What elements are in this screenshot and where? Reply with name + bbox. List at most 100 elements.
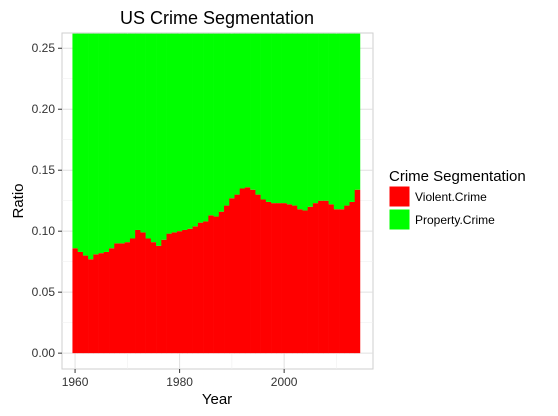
bar-segment-violent-crime: [344, 205, 350, 354]
bar-segment-violent-crime: [197, 222, 204, 354]
bar-segment-violent-crime: [213, 216, 220, 354]
bar-segment-violent-crime: [218, 211, 225, 354]
bar-segment-violent-crime: [82, 255, 89, 354]
bar-segment-property-crime: [98, 33, 105, 254]
bar-segment-violent-crime: [229, 198, 235, 354]
bar-segment-property-crime: [286, 33, 293, 205]
bar-segment-violent-crime: [176, 231, 183, 354]
bar-segment-violent-crime: [114, 243, 120, 354]
bar-segment-property-crime: [224, 33, 230, 206]
bar-segment-property-crime: [124, 33, 131, 243]
bar-segment-property-crime: [265, 33, 272, 202]
bar-segment-violent-crime: [286, 204, 293, 354]
bar-segment-violent-crime: [339, 209, 345, 354]
bar-segment-property-crime: [140, 33, 146, 233]
bar-segment-property-crime: [88, 33, 94, 260]
bar-segment-property-crime: [192, 33, 199, 227]
bar-segment-violent-crime: [234, 194, 241, 354]
bar-segment-violent-crime: [224, 205, 230, 354]
bar-segment-property-crime: [114, 33, 120, 244]
bar-segment-property-crime: [333, 33, 340, 210]
legend-title: Crime Segmentation: [389, 168, 526, 185]
bar-segment-violent-crime: [276, 203, 282, 354]
y-axis-title: Ratio: [10, 183, 27, 218]
bar-segment-property-crime: [129, 33, 136, 239]
bar-segment-violent-crime: [77, 251, 84, 354]
bar-segment-property-crime: [271, 33, 277, 204]
bar-segment-property-crime: [145, 33, 152, 239]
bar-segment-violent-crime: [192, 226, 199, 354]
bar-segment-property-crime: [323, 33, 329, 201]
bar-segment-property-crime: [244, 33, 251, 188]
bar-segment-violent-crime: [135, 229, 141, 354]
bar-segment-violent-crime: [302, 210, 308, 354]
bar-segment-property-crime: [171, 33, 178, 233]
bar-segment-violent-crime: [281, 203, 288, 354]
bar-segment-property-crime: [135, 33, 141, 230]
bar-segment-violent-crime: [208, 215, 214, 354]
bar-segment-violent-crime: [93, 254, 99, 354]
bar-segment-property-crime: [166, 33, 173, 234]
bar-segment-property-crime: [77, 33, 84, 252]
legend-label: Violent.Crime: [415, 190, 487, 204]
bar-segment-property-crime: [302, 33, 308, 211]
bar-segment-violent-crime: [244, 187, 251, 354]
bar-segment-violent-crime: [124, 242, 131, 354]
bar-segment-property-crime: [229, 33, 235, 199]
bar-segment-property-crime: [203, 33, 209, 222]
bar-segment-violent-crime: [323, 200, 329, 354]
x-tick-label: 2000: [271, 375, 298, 389]
bar-segment-violent-crime: [250, 189, 256, 354]
bar-segment-property-crime: [82, 33, 89, 256]
x-axis-title: Year: [202, 391, 232, 408]
bar-segment-violent-crime: [203, 221, 209, 354]
bar-segment-violent-crime: [297, 209, 303, 354]
bar-segment-property-crime: [239, 33, 246, 189]
bar-segment-property-crime: [328, 33, 335, 205]
bar-segment-violent-crime: [98, 253, 105, 354]
x-tick-label: 1960: [62, 375, 89, 389]
bar-segment-property-crime: [281, 33, 288, 204]
bar-segment-violent-crime: [260, 199, 267, 354]
bar-segment-violent-crime: [318, 200, 324, 354]
bar-segment-property-crime: [176, 33, 183, 232]
bar-segment-violent-crime: [354, 189, 361, 354]
bar-segment-property-crime: [109, 33, 115, 249]
x-axis: 1960 1980 2000: [62, 369, 298, 389]
bar-segment-property-crime: [161, 33, 167, 240]
y-tick-label: 0.25: [32, 41, 56, 55]
y-tick-label: 0.20: [32, 102, 56, 116]
bar-segment-property-crime: [307, 33, 314, 207]
bar-segment-violent-crime: [72, 248, 78, 354]
bar-segment-violent-crime: [333, 209, 340, 354]
bar-segment-violent-crime: [140, 232, 146, 354]
bar-segment-violent-crime: [328, 204, 335, 354]
bar-segment-property-crime: [197, 33, 204, 223]
bar-segment-property-crime: [312, 33, 319, 204]
plot-panel: [61, 32, 374, 370]
bar-segment-property-crime: [150, 33, 157, 243]
bar-segment-property-crime: [208, 33, 214, 216]
bar-segment-violent-crime: [171, 232, 178, 354]
bar-segment-violent-crime: [239, 188, 246, 354]
y-tick-label: 0.05: [32, 285, 56, 299]
bar-segment-property-crime: [156, 33, 162, 246]
bar-segment-property-crime: [213, 33, 220, 217]
bar-segment-property-crime: [291, 33, 298, 206]
bar-segment-property-crime: [72, 33, 78, 249]
bar-segment-property-crime: [276, 33, 282, 204]
bar-segment-property-crime: [339, 33, 345, 210]
x-tick-label: 1980: [166, 375, 193, 389]
bar-segment-property-crime: [354, 33, 361, 190]
bar-segment-violent-crime: [88, 259, 94, 354]
legend-swatch-property-crime: [388, 208, 411, 231]
bar-segment-property-crime: [344, 33, 350, 206]
bar-segment-violent-crime: [307, 206, 314, 354]
bar-segment-violent-crime: [291, 205, 298, 354]
bar-segment-property-crime: [218, 33, 225, 212]
bar-segment-violent-crime: [182, 229, 188, 354]
y-tick-label: 0.00: [32, 346, 56, 360]
bar-segment-property-crime: [250, 33, 256, 190]
bar-segment-violent-crime: [119, 243, 126, 354]
